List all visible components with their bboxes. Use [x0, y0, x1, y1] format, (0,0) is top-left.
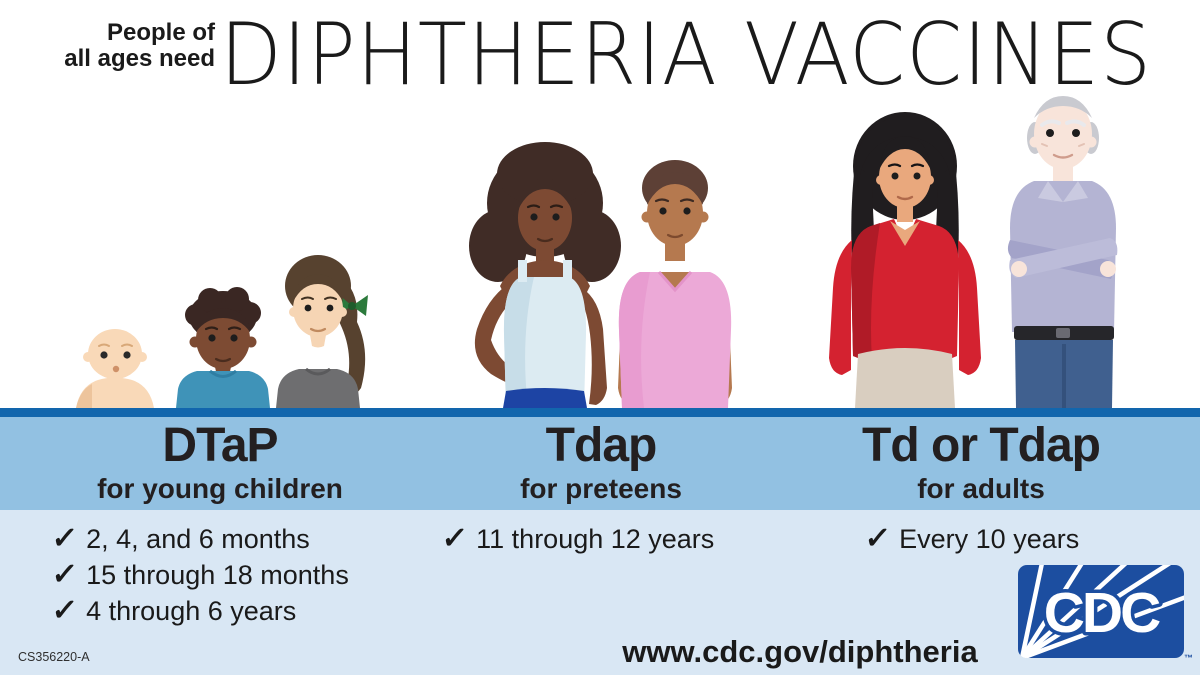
divider-bar — [0, 408, 1200, 417]
schedule-text: 15 through 18 months — [86, 560, 349, 590]
audience-young-children: for young children — [97, 473, 343, 504]
check-icon: ✓ — [50, 558, 79, 591]
schedule-list-dtap: ✓ 2, 4, and 6 months ✓ 15 through 18 month… — [50, 521, 349, 629]
page-title: DIPHTHERIA VACCINES — [220, 5, 1152, 100]
column-td-tdap-header: Td or Tdap for adults — [762, 417, 1200, 510]
cdc-url: www.cdc.gov/diphtheria — [622, 634, 978, 669]
intro-line-2: all ages need — [64, 45, 215, 72]
vaccine-name-tdap: Tdap — [545, 419, 658, 472]
schedule-text: Every 10 years — [899, 524, 1080, 554]
schedule-text: 11 through 12 years — [476, 524, 715, 554]
schedule-item: ✓ Every 10 years — [863, 521, 1080, 557]
older-man-illustration — [1007, 96, 1118, 408]
header: People of all ages need DIPHTHERIA VACCI… — [30, 5, 1152, 408]
intro-line-1: People of — [106, 19, 215, 46]
schedule-item: ✓ 4 through 6 years — [50, 593, 349, 629]
schedule-item: ✓ 15 through 18 months — [50, 557, 349, 593]
baby-illustration — [76, 329, 154, 408]
check-icon: ✓ — [863, 522, 892, 555]
preteen-girl-illustration — [469, 142, 621, 408]
cs-number: CS356220-A — [18, 650, 90, 664]
young-boy-illustration — [176, 287, 270, 408]
vaccine-name-dtap: DTaP — [162, 419, 278, 472]
column-tdap-header: Tdap for preteens — [440, 417, 762, 510]
cdc-logo-text: CDC — [1044, 581, 1160, 645]
people-illustration — [76, 96, 1118, 408]
audience-adults: for adults — [917, 473, 1045, 504]
logo-rays — [1019, 565, 1184, 658]
trademark-symbol: ™ — [1184, 653, 1192, 663]
column-dtap-header: DTaP for young children — [0, 417, 440, 510]
young-girl-illustration — [276, 255, 368, 408]
title-text: DIPHTHERIA VACCINES — [220, 5, 1152, 100]
schedule-item: ✓ 2, 4, and 6 months — [50, 521, 349, 557]
vaccine-header-band: DTaP for young children Tdap for preteen… — [0, 417, 1200, 510]
schedule-text: 4 through 6 years — [86, 596, 297, 626]
intro-text: People of all ages need — [30, 20, 215, 72]
schedule-text: 2, 4, and 6 months — [86, 524, 310, 554]
vaccine-name-td-or-tdap: Td or Tdap — [862, 419, 1101, 472]
check-icon: ✓ — [440, 522, 469, 555]
schedule-band — [0, 510, 1200, 675]
check-icon: ✓ — [50, 522, 79, 555]
check-icon: ✓ — [50, 594, 79, 627]
schedule-list-tdap: ✓ 11 through 12 years — [440, 521, 715, 557]
cdc-logo: CDC ™ — [1018, 565, 1192, 663]
preteen-boy-illustration — [618, 160, 732, 408]
audience-preteens: for preteens — [520, 473, 682, 504]
schedule-list-td-or-tdap: ✓ Every 10 years — [863, 521, 1080, 557]
adult-woman-illustration — [829, 112, 981, 408]
schedule-item: ✓ 11 through 12 years — [440, 521, 715, 557]
